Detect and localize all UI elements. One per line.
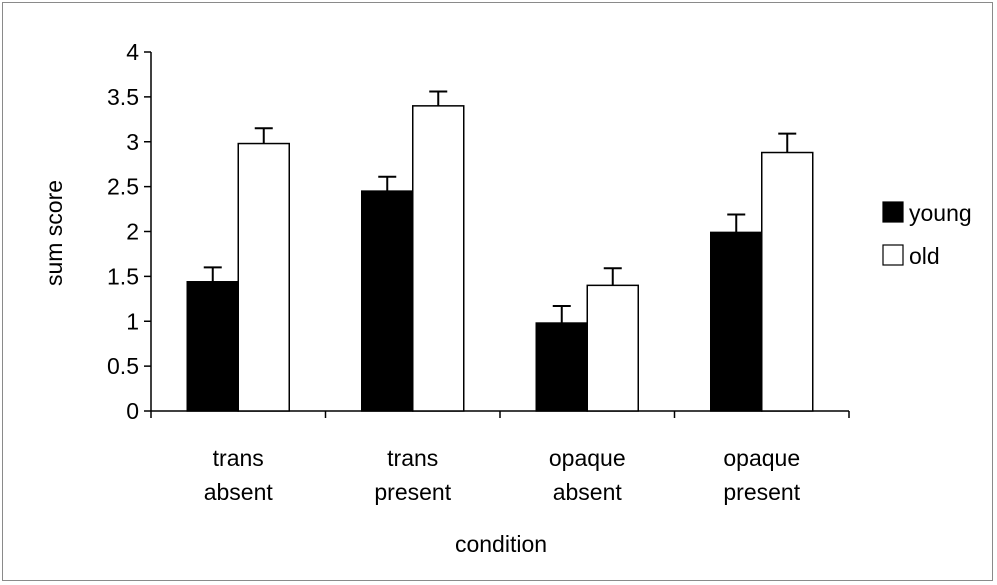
category-label: trans present (374, 445, 451, 505)
category-label-line: trans (213, 445, 264, 471)
legend: young old (882, 200, 972, 269)
bar-old (761, 151, 814, 412)
legend-swatch-old (882, 244, 904, 266)
y-tick-label: 3.5 (107, 84, 139, 110)
y-tick-label: 1 (126, 308, 139, 334)
y-axis-title: sum score (41, 180, 67, 286)
bar-young (186, 281, 239, 412)
category-label: opaque absent (549, 445, 626, 505)
category-label-line: absent (553, 479, 623, 505)
bar-series (186, 105, 814, 412)
legend-swatch-young (882, 201, 904, 223)
bar-old (412, 105, 465, 412)
category-label-line: absent (204, 479, 274, 505)
y-axis: 0 0.5 1 1.5 2 2.5 3 3.5 4 (107, 39, 152, 424)
y-tick-label: 1.5 (107, 263, 139, 289)
category-label-line: trans (387, 445, 438, 471)
category-label-line: opaque (723, 445, 800, 471)
y-tick-label: 2.5 (107, 174, 139, 200)
category-label-line: opaque (549, 445, 626, 471)
y-tick-label: 0 (126, 398, 139, 424)
error-bars (203, 90, 797, 324)
category-label-line: present (374, 479, 451, 505)
category-label-line: present (723, 479, 800, 505)
legend-label-young: young (909, 200, 972, 226)
bar-young (710, 231, 763, 412)
bar-young (535, 322, 588, 412)
y-tick-label: 3 (126, 129, 139, 155)
bar-old (586, 284, 639, 412)
y-tick-label: 2 (126, 219, 139, 245)
y-tick-label: 4 (126, 39, 139, 65)
y-tick-label: 0.5 (107, 353, 139, 379)
bar-young (361, 190, 414, 412)
legend-label-old: old (909, 243, 940, 269)
category-label: opaque present (723, 445, 800, 505)
bar-old (237, 142, 290, 412)
x-axis-title: condition (455, 531, 547, 557)
category-label: trans absent (204, 445, 274, 505)
